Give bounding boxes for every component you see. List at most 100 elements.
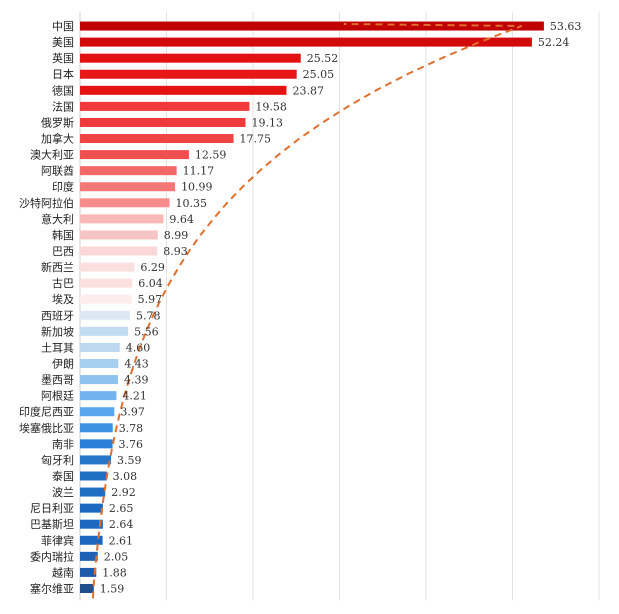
value-label: 3.97 bbox=[120, 406, 145, 419]
bar bbox=[80, 407, 115, 417]
category-label: 阿联酋 bbox=[41, 164, 74, 178]
bar bbox=[80, 101, 250, 111]
value-label: 19.58 bbox=[255, 100, 287, 113]
bar bbox=[80, 37, 532, 47]
category-label: 匈牙利 bbox=[41, 453, 74, 467]
category-label: 沙特阿拉伯 bbox=[19, 196, 74, 210]
value-label: 4.39 bbox=[124, 374, 149, 387]
value-label: 8.99 bbox=[164, 229, 189, 242]
value-label: 4.43 bbox=[124, 358, 149, 371]
category-label: 新西兰 bbox=[41, 260, 74, 274]
category-label: 中国 bbox=[52, 20, 74, 33]
category-label: 加拿大 bbox=[41, 132, 74, 146]
category-label: 南非 bbox=[52, 438, 74, 451]
value-label: 2.61 bbox=[109, 534, 134, 547]
value-label: 5.78 bbox=[136, 309, 161, 322]
category-label: 菲律宾 bbox=[41, 533, 74, 547]
category-label: 意大利 bbox=[41, 212, 74, 226]
value-label: 1.88 bbox=[102, 566, 127, 579]
category-label: 波兰 bbox=[52, 486, 74, 499]
bar bbox=[80, 246, 158, 256]
value-label: 2.92 bbox=[111, 486, 135, 499]
category-label: 塞尔维亚 bbox=[30, 581, 74, 595]
category-label: 古巴 bbox=[52, 277, 74, 290]
value-label: 4.21 bbox=[122, 390, 147, 403]
bar bbox=[80, 455, 112, 465]
category-label: 澳大利亚 bbox=[30, 148, 74, 162]
category-label: 印度尼西亚 bbox=[19, 405, 74, 419]
category-label: 土耳其 bbox=[41, 341, 74, 354]
bar bbox=[80, 310, 130, 320]
bar bbox=[80, 439, 113, 449]
bar bbox=[80, 535, 103, 545]
bar bbox=[80, 423, 113, 433]
value-label: 25.52 bbox=[307, 52, 339, 65]
bar bbox=[80, 134, 234, 144]
value-label: 3.59 bbox=[117, 454, 142, 467]
value-label: 6.29 bbox=[140, 261, 165, 274]
value-label: 5.56 bbox=[134, 325, 159, 338]
value-label: 5.97 bbox=[138, 293, 163, 306]
value-label: 2.65 bbox=[109, 502, 134, 515]
category-label: 日本 bbox=[52, 67, 74, 81]
category-label: 俄罗斯 bbox=[41, 116, 74, 129]
value-label: 8.93 bbox=[163, 245, 188, 258]
bar bbox=[80, 487, 106, 497]
bar bbox=[80, 519, 103, 529]
bar bbox=[80, 214, 164, 224]
bar bbox=[80, 342, 120, 352]
value-label: 11.17 bbox=[183, 165, 215, 178]
bar bbox=[80, 359, 119, 369]
category-label: 英国 bbox=[52, 51, 74, 65]
value-label: 23.87 bbox=[292, 84, 324, 97]
bar bbox=[80, 391, 117, 401]
category-label: 尼日利亚 bbox=[30, 502, 74, 515]
category-label: 德国 bbox=[52, 83, 74, 97]
bar bbox=[80, 567, 97, 577]
bar bbox=[80, 583, 94, 593]
bar bbox=[80, 150, 189, 160]
bar bbox=[80, 85, 287, 95]
bar bbox=[80, 182, 176, 192]
bar bbox=[80, 326, 129, 336]
bars bbox=[80, 21, 544, 593]
value-label: 1.59 bbox=[100, 582, 125, 595]
bar bbox=[80, 166, 177, 176]
value-label: 19.13 bbox=[251, 116, 282, 129]
category-labels: 中国美国英国日本德国法国俄罗斯加拿大澳大利亚阿联酋印度沙特阿拉伯意大利韩国巴西新… bbox=[19, 20, 74, 595]
value-label: 53.63 bbox=[550, 20, 582, 33]
value-label: 52.24 bbox=[538, 36, 570, 49]
value-label: 12.59 bbox=[195, 149, 227, 162]
bar bbox=[80, 294, 132, 304]
value-label: 25.05 bbox=[303, 68, 335, 81]
bar bbox=[80, 117, 246, 127]
category-label: 越南 bbox=[52, 565, 74, 579]
trendline bbox=[92, 23, 522, 599]
category-label: 巴基斯坦 bbox=[30, 517, 74, 531]
category-label: 泰国 bbox=[52, 469, 74, 483]
value-label: 10.99 bbox=[181, 181, 213, 194]
category-label: 伊朗 bbox=[52, 358, 74, 371]
category-label: 阿根廷 bbox=[41, 389, 74, 403]
bar bbox=[80, 69, 297, 79]
category-label: 墨西哥 bbox=[41, 374, 74, 387]
value-label: 4.60 bbox=[126, 341, 151, 354]
bar bbox=[80, 53, 301, 63]
value-label: 2.64 bbox=[109, 518, 134, 531]
category-label: 埃塞俄比亚 bbox=[19, 421, 74, 435]
value-label: 6.04 bbox=[138, 277, 163, 290]
category-label: 埃及 bbox=[52, 292, 74, 306]
category-label: 美国 bbox=[52, 36, 74, 49]
value-label: 3.78 bbox=[119, 422, 143, 435]
bar bbox=[80, 551, 98, 561]
bar bbox=[80, 471, 107, 481]
category-label: 韩国 bbox=[52, 228, 74, 242]
category-label: 巴西 bbox=[52, 245, 74, 258]
category-label: 委内瑞拉 bbox=[30, 549, 74, 563]
category-label: 法国 bbox=[52, 99, 74, 113]
bar bbox=[80, 230, 158, 240]
category-label: 西班牙 bbox=[41, 309, 74, 322]
bar bbox=[80, 503, 103, 513]
